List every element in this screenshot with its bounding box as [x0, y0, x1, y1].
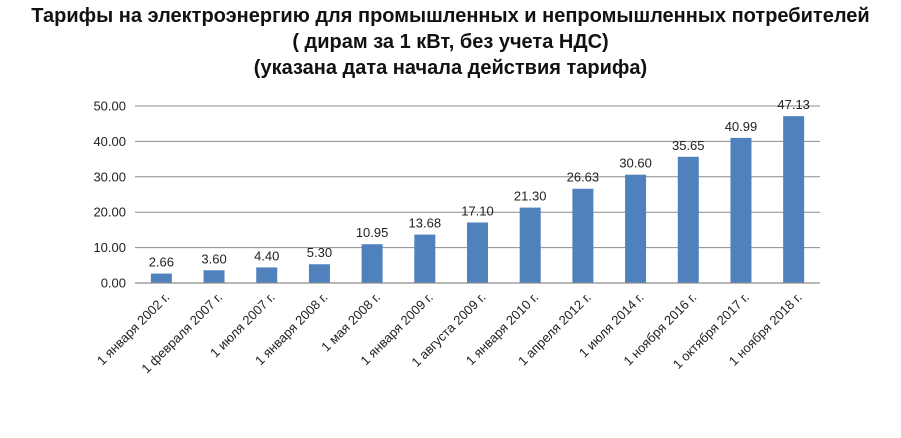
bar — [467, 222, 488, 283]
data-label: 3.60 — [201, 251, 226, 266]
data-label: 5.30 — [307, 245, 332, 260]
data-label: 35.65 — [672, 138, 705, 153]
data-label: 4.40 — [254, 248, 279, 263]
data-label: 2.66 — [149, 255, 174, 270]
data-label: 21.30 — [514, 189, 547, 204]
bar — [572, 188, 594, 283]
data-label: 13.68 — [409, 216, 442, 231]
data-label: 30.60 — [619, 156, 652, 171]
data-label: 47.13 — [777, 97, 810, 112]
x-axis-labels: 1 января 2002 г.1 февраля 2007 г.1 июля … — [94, 290, 805, 377]
bar — [414, 234, 436, 283]
y-tick-label: 40.00 — [93, 134, 126, 149]
bar — [256, 267, 278, 283]
bar — [783, 116, 805, 284]
chart-title-line-2: ( дирам за 1 кВт, без учета НДС) — [292, 31, 609, 53]
y-axis-ticks: 0.00 10.00 20.00 30.00 40.00 50.00 — [93, 99, 126, 291]
data-labels: 2.66 3.60 4.40 5.30 10.95 13.68 17.10 21.30 26.6… — [149, 97, 810, 269]
bar — [361, 244, 383, 283]
bar — [150, 273, 172, 283]
data-label: 26.63 — [567, 170, 600, 185]
y-tick-label: 30.00 — [93, 169, 126, 184]
bar — [730, 137, 752, 283]
y-tick-label: 10.00 — [93, 240, 126, 255]
bar — [677, 156, 699, 283]
bar — [625, 174, 647, 283]
bar — [519, 207, 541, 283]
bars — [150, 116, 805, 284]
bar — [308, 264, 330, 283]
y-tick-label: 0.00 — [101, 276, 126, 291]
chart-title-line-1: Тарифы на электроэнергию для промышленны… — [31, 5, 870, 27]
data-label: 17.10 — [461, 203, 494, 218]
chart-title-line-3: (указана дата начала действия тарифа) — [253, 57, 648, 79]
data-label: 10.95 — [356, 225, 389, 240]
bar — [203, 270, 225, 283]
y-tick-label: 50.00 — [93, 99, 126, 114]
data-label: 40.99 — [725, 119, 758, 134]
y-tick-label: 20.00 — [93, 205, 126, 220]
